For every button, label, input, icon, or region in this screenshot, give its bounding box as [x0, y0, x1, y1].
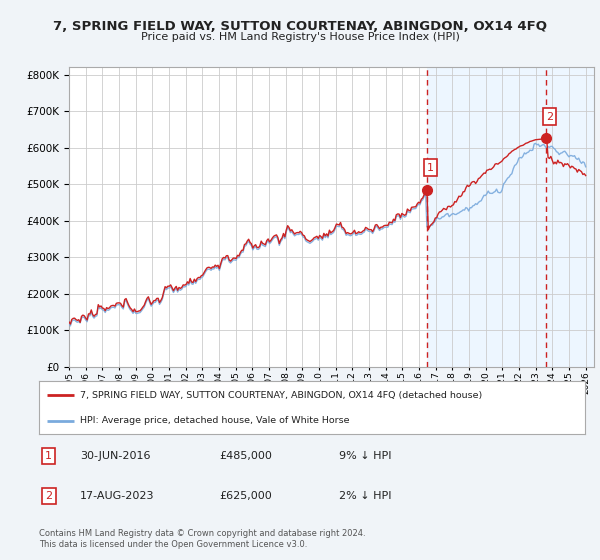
Text: HPI: Average price, detached house, Vale of White Horse: HPI: Average price, detached house, Vale…: [80, 416, 349, 425]
Text: Price paid vs. HM Land Registry's House Price Index (HPI): Price paid vs. HM Land Registry's House …: [140, 32, 460, 43]
Text: 1: 1: [46, 451, 52, 461]
Text: £625,000: £625,000: [219, 491, 272, 501]
Text: 2: 2: [45, 491, 52, 501]
Text: 7, SPRING FIELD WAY, SUTTON COURTENAY, ABINGDON, OX14 4FQ: 7, SPRING FIELD WAY, SUTTON COURTENAY, A…: [53, 20, 547, 32]
Text: 2: 2: [546, 111, 553, 122]
Text: 1: 1: [427, 162, 434, 172]
Text: 30-JUN-2016: 30-JUN-2016: [80, 451, 151, 461]
Text: 17-AUG-2023: 17-AUG-2023: [80, 491, 154, 501]
Text: £485,000: £485,000: [219, 451, 272, 461]
Bar: [427, 67, 594, 367]
Text: 7, SPRING FIELD WAY, SUTTON COURTENAY, ABINGDON, OX14 4FQ (detached house): 7, SPRING FIELD WAY, SUTTON COURTENAY, A…: [80, 391, 482, 400]
Text: 2% ↓ HPI: 2% ↓ HPI: [340, 491, 392, 501]
Text: Contains HM Land Registry data © Crown copyright and database right 2024.
This d: Contains HM Land Registry data © Crown c…: [39, 529, 365, 549]
Text: 9% ↓ HPI: 9% ↓ HPI: [340, 451, 392, 461]
